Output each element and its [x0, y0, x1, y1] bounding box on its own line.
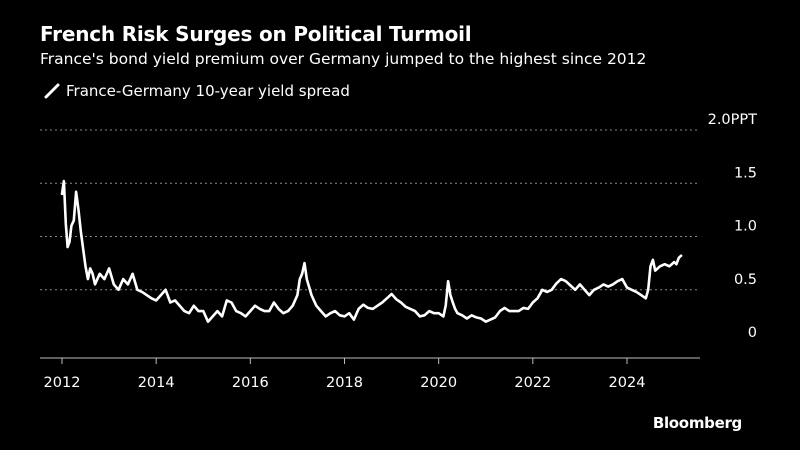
- bloomberg-logo: Bloomberg: [652, 414, 742, 432]
- legend-line-icon: [44, 83, 60, 99]
- x-tick-label-4: 2020: [420, 375, 457, 391]
- chart-title: French Risk Surges on Political Turmoil: [40, 22, 472, 46]
- x-tick-label-2: 2016: [232, 375, 269, 391]
- y-tick-label-3: 1.5: [734, 165, 757, 181]
- y-tick-label-2: 1.0: [734, 219, 757, 235]
- y-tick-label-1: 0.5: [734, 272, 757, 288]
- x-tick-label-3: 2018: [326, 375, 363, 391]
- series-line-0: [60, 179, 683, 324]
- legend: France-Germany 10-year yield spread: [44, 82, 350, 100]
- x-tick-label-6: 2024: [609, 375, 646, 391]
- legend-label: France-Germany 10-year yield spread: [66, 82, 350, 100]
- x-tick-label-5: 2022: [514, 375, 551, 391]
- y-tick-label-0: 0: [748, 325, 757, 341]
- chart-subtitle: France's bond yield premium over Germany…: [40, 50, 647, 68]
- x-tick-label-0: 2012: [44, 375, 81, 391]
- y-tick-label-4: 2.0PPT: [708, 112, 758, 128]
- x-tick-label-1: 2014: [138, 375, 175, 391]
